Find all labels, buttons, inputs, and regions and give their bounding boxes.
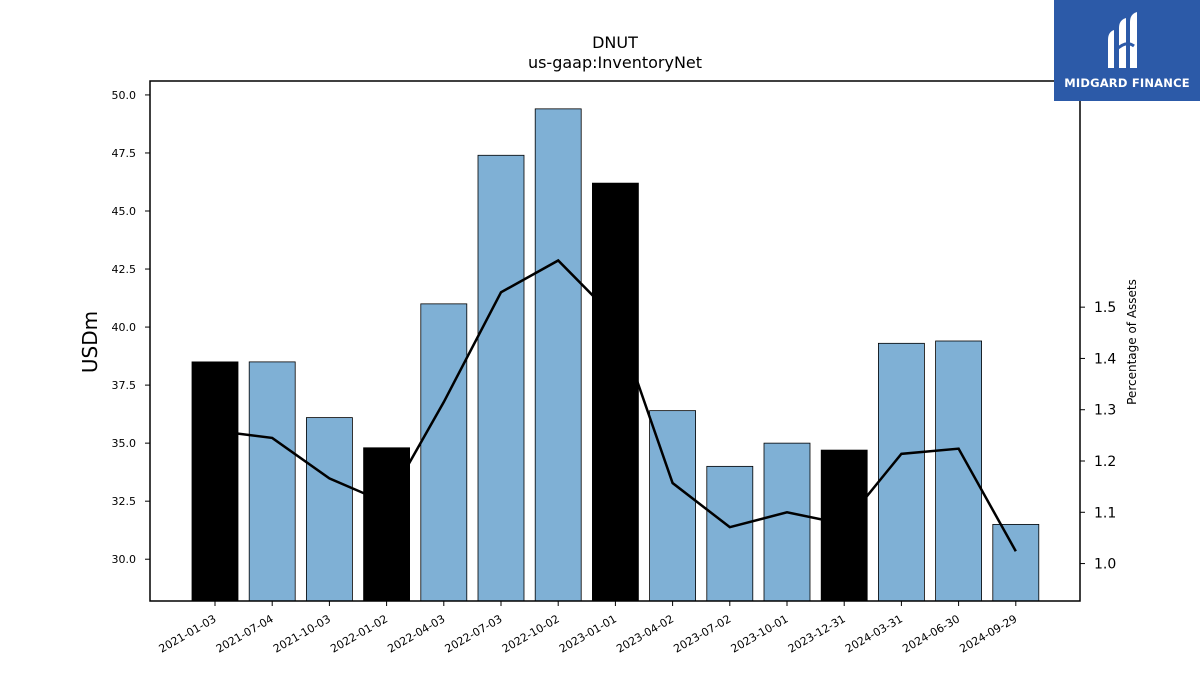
logo-text: MIDGARD FINANCE: [1064, 76, 1190, 90]
y-tick-label: 35.0: [112, 437, 137, 450]
bar: [477, 154, 525, 602]
x-tick-label: 2024-09-29: [957, 612, 1019, 655]
y2-axis-label: Percentage of Assets: [1125, 279, 1139, 405]
x-tick-label: 2022-07-03: [443, 612, 505, 655]
y-tick-label: 37.5: [112, 379, 137, 392]
y2-tick-label: 1.5: [1094, 300, 1116, 316]
y-tick-label: 32.5: [112, 495, 137, 508]
y-tick-label: 30.0: [112, 553, 137, 566]
x-tick-label: 2023-01-01: [557, 612, 619, 655]
y-tick-label: 50.0: [112, 89, 137, 102]
x-tick-label: 2023-10-01: [729, 612, 791, 655]
y-tick-label: 47.5: [112, 147, 137, 160]
x-tick-label: 2021-01-03: [157, 612, 219, 655]
midgard-logo-icon: [1108, 12, 1137, 68]
y-tick-label: 42.5: [112, 263, 137, 276]
bar: [363, 447, 411, 602]
x-tick-label: 2022-01-02: [328, 612, 390, 655]
bar: [992, 523, 1040, 602]
y2-tick-label: 1.2: [1094, 454, 1116, 470]
bar: [763, 442, 811, 602]
x-tick-label: 2024-06-30: [900, 612, 962, 655]
x-tick-label: 2021-10-03: [271, 612, 333, 655]
y-axis-label: USDm: [78, 311, 102, 373]
x-tick-label: 2021-07-04: [214, 612, 276, 655]
y2-tick-label: 1.4: [1094, 351, 1116, 367]
bar: [706, 465, 754, 602]
bar: [592, 182, 639, 602]
y-tick-label: 45.0: [112, 205, 137, 218]
bar: [420, 303, 468, 602]
y2-tick-label: 1.1: [1094, 505, 1116, 521]
bar: [305, 417, 353, 602]
midgard-finance-logo: MIDGARD FINANCE: [1054, 0, 1200, 101]
bar: [191, 361, 239, 602]
x-tick-label: 2023-12-31: [786, 612, 848, 655]
plot-frame: [149, 80, 1081, 602]
bar: [248, 361, 296, 602]
chart-subtitle: us-gaap:InventoryNet: [528, 53, 702, 72]
bar: [534, 108, 582, 602]
y2-tick-label: 1.0: [1094, 557, 1116, 573]
line-group: [214, 258, 1017, 552]
x-tick-label: 2023-04-02: [614, 612, 676, 655]
chart-title: DNUT: [592, 33, 638, 52]
x-tick-label: 2022-10-02: [500, 612, 562, 655]
y2-tick-label: 1.3: [1094, 403, 1116, 419]
bar: [820, 449, 868, 602]
x-tick-label: 2024-03-31: [843, 612, 905, 655]
x-tick-label: 2023-07-02: [671, 612, 733, 655]
y-tick-label: 40.0: [112, 321, 137, 334]
bars-group: [191, 108, 1040, 602]
bar: [935, 340, 982, 602]
x-tick-label: 2022-04-03: [385, 612, 447, 655]
